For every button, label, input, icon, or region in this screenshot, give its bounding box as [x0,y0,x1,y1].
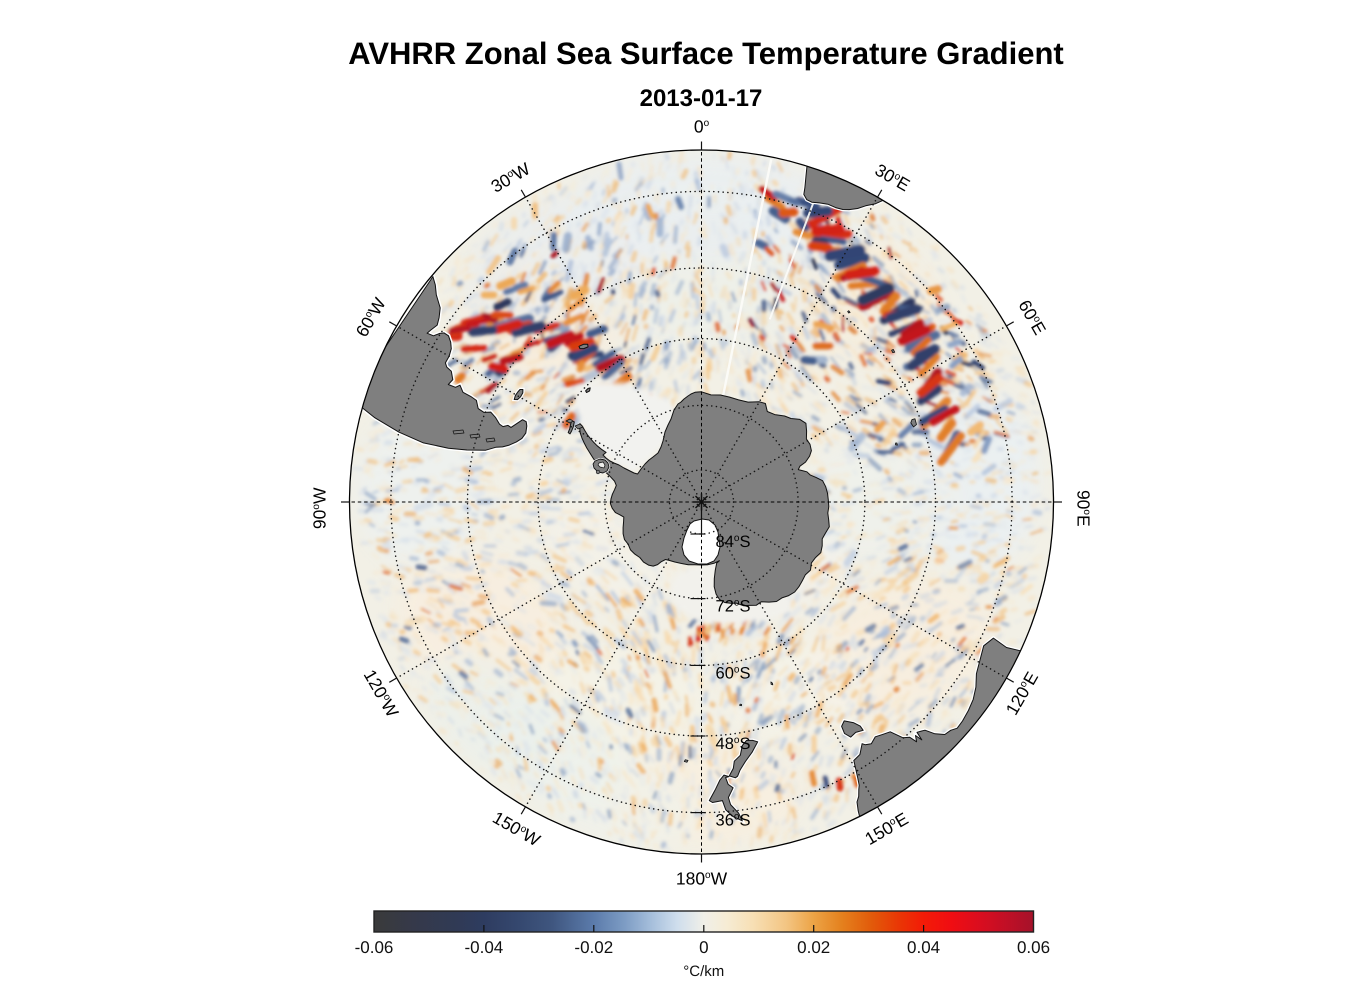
svg-text:-0.02: -0.02 [574,938,613,957]
svg-text:-0.04: -0.04 [465,938,504,957]
svg-text:0.06: 0.06 [1017,938,1050,957]
svg-text:72oS: 72oS [716,598,751,616]
svg-text:AVHRR Zonal Sea Surface Temper: AVHRR Zonal Sea Surface Temperature Grad… [348,36,1063,71]
svg-text:0.04: 0.04 [907,938,940,957]
svg-text:0.02: 0.02 [797,938,830,957]
svg-text:84oS: 84oS [716,533,751,551]
svg-text:90oE: 90oE [1074,490,1094,527]
svg-text:0: 0 [699,938,708,957]
svg-text:-0.06: -0.06 [355,938,394,957]
svg-text:180oW: 180oW [676,868,728,888]
svg-text:°C/km: °C/km [683,963,724,980]
svg-text:48oS: 48oS [716,735,751,753]
svg-text:60oS: 60oS [716,664,751,682]
svg-text:2013-01-17: 2013-01-17 [640,85,763,112]
svg-text:90oW: 90oW [310,487,330,529]
svg-text:36oS: 36oS [716,812,751,830]
svg-text:0o: 0o [694,116,710,136]
